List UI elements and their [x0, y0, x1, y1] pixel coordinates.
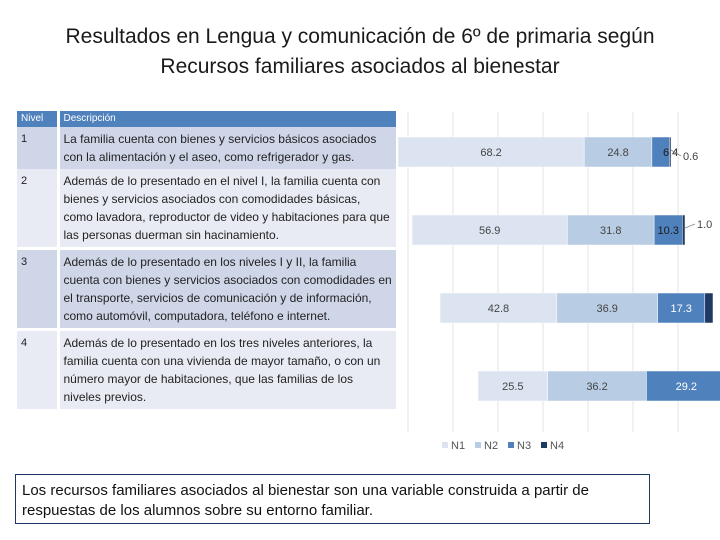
data-label: 31.8	[600, 225, 621, 237]
footnote-text: Los recursos familiares asociados al bie…	[22, 482, 589, 519]
data-label: 25.5	[502, 381, 523, 393]
bar-n4	[704, 292, 714, 324]
data-label: 10.3	[657, 225, 678, 237]
row-descripcion: Además de lo presentado en los tres nive…	[58, 328, 396, 409]
bar-n2	[556, 292, 658, 324]
legend-swatch-n4	[541, 442, 547, 448]
bar-n4	[682, 214, 686, 246]
bar-n3	[646, 370, 720, 402]
levels-table: Nivel Descripción 1 La familia cuenta co…	[17, 111, 396, 409]
data-label: 42.8	[488, 303, 509, 315]
title-line-1: Resultados en Lengua y comunicación de 6…	[65, 25, 655, 48]
row-descripcion: Además de lo presentado en el nivel I, l…	[58, 169, 396, 249]
bar-n2	[547, 370, 647, 402]
data-label: 36.2	[586, 381, 607, 393]
bar-n2	[583, 136, 653, 168]
table-row: 3 Además de lo presentado en los niveles…	[17, 247, 396, 330]
legend-swatch-n2	[475, 442, 481, 448]
data-label: 17.3	[670, 303, 691, 315]
header-descripcion: Descripción	[58, 111, 396, 127]
title-line-2: Recursos familiares asociados al bienest…	[160, 55, 560, 78]
table-header-row: Nivel Descripción	[17, 111, 396, 127]
footnote-box: Los recursos familiares asociados al bie…	[15, 474, 650, 524]
legend-swatch-n3	[508, 442, 514, 448]
stacked-bar-chart: 68.224.86.40.656.931.810.31.042.836.917.…	[398, 112, 720, 452]
chart-area: 68.224.86.40.656.931.810.31.042.836.917.…	[398, 112, 720, 462]
table-row: 4 Además de lo presentado en los tres ni…	[17, 328, 396, 409]
row-descripcion: Además de lo presentado en los niveles I…	[58, 247, 396, 330]
data-label: 56.9	[479, 225, 500, 237]
bar-n3	[653, 214, 683, 246]
data-label: 24.8	[607, 147, 628, 159]
row-nivel: 2	[17, 169, 60, 249]
table-row: 2 Además de lo presentado en el nivel I,…	[17, 169, 396, 249]
row-nivel: 1	[17, 127, 60, 169]
legend-label: N3	[517, 440, 531, 452]
legend-label: N1	[451, 440, 465, 452]
legend-swatch-n1	[442, 442, 448, 448]
label-leader-line	[670, 149, 682, 157]
data-label: 36.9	[597, 303, 618, 315]
label-leader-line	[684, 223, 696, 229]
header-nivel: Nivel	[17, 111, 60, 127]
bar-n3	[657, 292, 706, 324]
row-descripcion: La familia cuenta con bienes y servicios…	[58, 127, 396, 169]
table-row: 1 La familia cuenta con bienes y servici…	[17, 127, 396, 169]
data-label: 29.2	[676, 381, 697, 393]
row-nivel: 3	[17, 247, 60, 330]
bar-n1	[439, 292, 558, 324]
data-label: 68.2	[480, 147, 501, 159]
legend-label: N4	[550, 440, 564, 452]
bar-n4	[669, 136, 672, 168]
row-nivel: 4	[17, 328, 60, 409]
page-title: Resultados en Lengua y comunicación de 6…	[20, 22, 700, 82]
data-label: 0.6	[683, 151, 698, 163]
data-label: 1.0	[697, 219, 712, 231]
legend-label: N2	[484, 440, 498, 452]
